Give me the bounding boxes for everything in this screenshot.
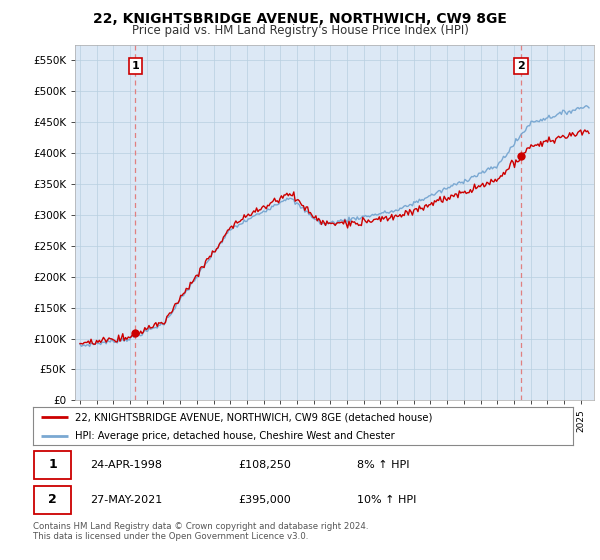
Text: 2: 2: [48, 493, 57, 506]
Text: 1: 1: [48, 458, 57, 472]
Text: £108,250: £108,250: [238, 460, 291, 470]
Text: Price paid vs. HM Land Registry's House Price Index (HPI): Price paid vs. HM Land Registry's House …: [131, 24, 469, 37]
Text: 8% ↑ HPI: 8% ↑ HPI: [357, 460, 409, 470]
Text: HPI: Average price, detached house, Cheshire West and Chester: HPI: Average price, detached house, Ches…: [75, 431, 395, 441]
Text: 2: 2: [517, 61, 525, 71]
Text: £395,000: £395,000: [238, 495, 291, 505]
Text: Contains HM Land Registry data © Crown copyright and database right 2024.
This d: Contains HM Land Registry data © Crown c…: [33, 522, 368, 542]
Text: 22, KNIGHTSBRIDGE AVENUE, NORTHWICH, CW9 8GE (detached house): 22, KNIGHTSBRIDGE AVENUE, NORTHWICH, CW9…: [75, 412, 433, 422]
Text: 10% ↑ HPI: 10% ↑ HPI: [357, 495, 416, 505]
FancyBboxPatch shape: [34, 451, 71, 479]
FancyBboxPatch shape: [34, 486, 71, 514]
Text: 24-APR-1998: 24-APR-1998: [90, 460, 162, 470]
Text: 1: 1: [131, 61, 139, 71]
Text: 22, KNIGHTSBRIDGE AVENUE, NORTHWICH, CW9 8GE: 22, KNIGHTSBRIDGE AVENUE, NORTHWICH, CW9…: [93, 12, 507, 26]
Text: 27-MAY-2021: 27-MAY-2021: [90, 495, 162, 505]
